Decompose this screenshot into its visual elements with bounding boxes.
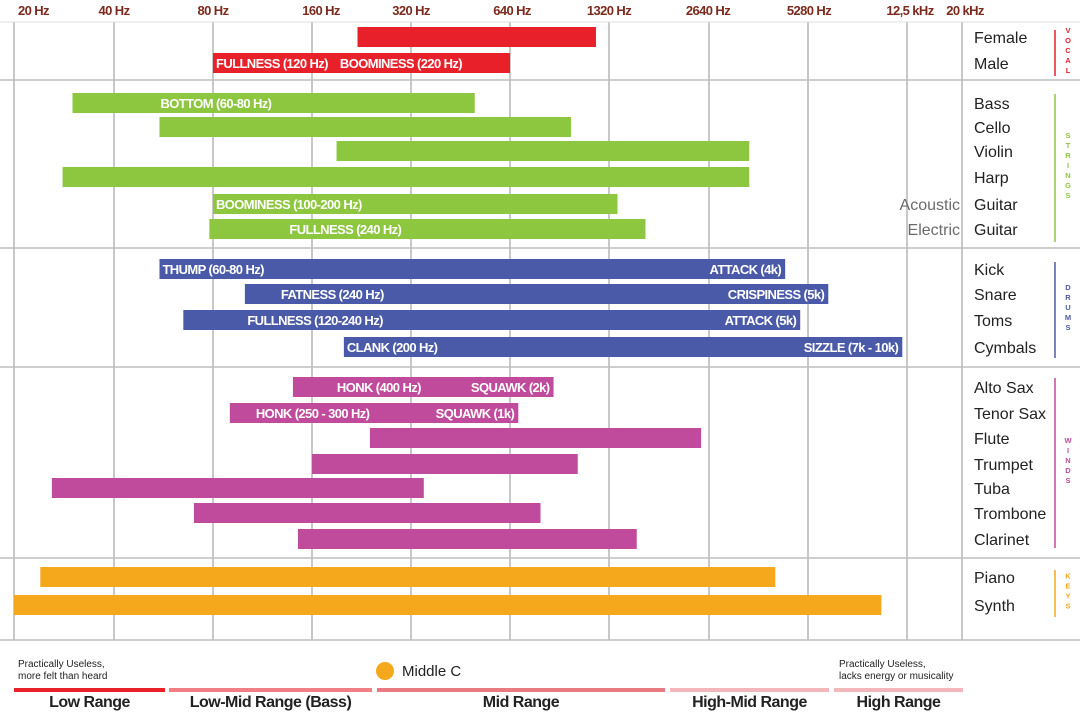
x-tick-label: 320 Hz — [392, 3, 431, 18]
bar-annotation: CLANK (200 Hz) — [347, 340, 438, 355]
instrument-label: Guitar — [974, 197, 1018, 214]
instrument-label: Cymbals — [974, 340, 1036, 357]
range-bar-4 — [834, 688, 963, 692]
range-bar-kick — [159, 259, 786, 279]
low-note-line1: Practically Useless, — [18, 659, 105, 670]
bar-annotation: HONK (400 Hz) — [337, 380, 421, 395]
bar-annotation: BOTTOM (60-80 Hz) — [160, 96, 271, 111]
instrument-label: Clarinet — [974, 532, 1030, 549]
instrument-label: Trombone — [974, 506, 1046, 523]
range-bar-2 — [377, 688, 665, 692]
range-bar-male — [213, 53, 510, 73]
bar-annotation: SIZZLE (7k - 10k) — [804, 340, 899, 355]
range-label: High Range — [856, 694, 941, 711]
bar-annotation: CRISPINESS (5k) — [728, 287, 825, 302]
instrument-label: Male — [974, 56, 1009, 73]
instrument-label: Flute — [974, 431, 1010, 448]
instrument-label: Toms — [974, 313, 1012, 330]
middle-c-dot — [376, 662, 394, 680]
instrument-label: Piano — [974, 570, 1015, 587]
range-bar-toms — [183, 310, 801, 330]
range-bar-cello — [159, 117, 572, 137]
x-tick-label: 12,5 kHz — [886, 3, 934, 18]
instrument-label: Tenor Sax — [974, 406, 1046, 423]
instrument-label: Harp — [974, 170, 1009, 187]
range-bar-clarinet — [297, 529, 637, 549]
x-tick-label: 5280 Hz — [787, 3, 832, 18]
x-tick-label: 1320 Hz — [587, 3, 632, 18]
instrument-qualifier: Electric — [908, 222, 960, 239]
x-tick-label: 640 Hz — [493, 3, 532, 18]
instrument-label: Cello — [974, 120, 1011, 137]
bar-annotation: THUMP (60-80 Hz) — [162, 262, 264, 277]
middle-c-legend: Middle C — [376, 662, 461, 680]
instrument-label: Kick — [974, 262, 1005, 279]
range-bar-female — [357, 27, 596, 47]
range-bar-1 — [169, 688, 372, 692]
instrument-qualifier: Acoustic — [900, 197, 960, 214]
range-bar-trombone — [193, 503, 541, 523]
range-bar-3 — [670, 688, 829, 692]
range-bar-violin — [336, 141, 750, 161]
range-bar-cymbals — [343, 337, 903, 357]
instrument-label: Trumpet — [974, 457, 1034, 474]
range-label: Low Range — [49, 694, 130, 711]
instrument-label: Tuba — [974, 481, 1010, 498]
bar-annotation: ATTACK (4k) — [710, 262, 782, 277]
range-bar-synth — [14, 595, 882, 615]
bar-annotation: FULLNESS (120-240 Hz) — [247, 313, 383, 328]
high-range-note: Practically Useless, lacks energy or mus… — [839, 659, 953, 683]
range-bar-tuba — [51, 478, 424, 498]
bar-annotation: HONK (250 - 300 Hz) — [256, 406, 370, 421]
range-bar-bass — [72, 93, 475, 113]
range-bar-snare — [244, 284, 829, 304]
low-note-line2: more felt than heard — [18, 671, 108, 682]
range-bar-trumpet — [312, 454, 578, 474]
range-bar-harp — [62, 167, 750, 187]
instrument-label: Guitar — [974, 222, 1018, 239]
instrument-label: Female — [974, 30, 1027, 47]
bar-annotation: FULLNESS (120 Hz) — [216, 56, 328, 71]
x-tick-label: 80 Hz — [198, 3, 230, 18]
range-label: Mid Range — [482, 694, 560, 711]
instrument-label: Bass — [974, 96, 1010, 113]
bar-annotation: BOOMINESS (100-200 Hz) — [216, 197, 362, 212]
bar-annotation: FULLNESS (240 Hz) — [289, 222, 401, 237]
bar-annotation: ATTACK (5k) — [725, 313, 797, 328]
bar-annotation: SQUAWK (2k) — [471, 380, 550, 395]
range-bar-0 — [14, 688, 165, 692]
range-bar-piano — [40, 567, 776, 587]
range-label: High-Mid Range — [692, 694, 807, 711]
instrument-label: Snare — [974, 287, 1017, 304]
high-note-line2: lacks energy or musicality — [839, 671, 954, 682]
middle-c-label: Middle C — [402, 662, 462, 680]
x-tick-label: 20 Hz — [18, 3, 50, 18]
range-bar-alto-sax — [292, 377, 554, 397]
range-bar-tenor-sax — [229, 403, 519, 423]
range-bar-flute — [369, 428, 702, 448]
instrument-label: Alto Sax — [974, 380, 1034, 397]
x-tick-label: 20 kHz — [946, 3, 985, 18]
x-tick-label: 2640 Hz — [686, 3, 731, 18]
bar-annotation: FATNESS (240 Hz) — [281, 287, 384, 302]
range-bar-guitar — [209, 219, 646, 239]
x-tick-label: 40 Hz — [99, 3, 131, 18]
bar-annotation: BOOMINESS (220 Hz) — [340, 56, 462, 71]
low-range-note: Practically Useless, more felt than hear… — [18, 659, 108, 683]
range-bar-guitar — [213, 194, 618, 214]
bar-annotation: SQUAWK (1k) — [436, 406, 515, 421]
range-label: Low-Mid Range (Bass) — [189, 694, 352, 711]
high-note-line1: Practically Useless, — [839, 659, 926, 670]
instrument-label: Synth — [974, 598, 1015, 615]
instrument-label: Violin — [974, 144, 1013, 161]
x-tick-label: 160 Hz — [302, 3, 341, 18]
